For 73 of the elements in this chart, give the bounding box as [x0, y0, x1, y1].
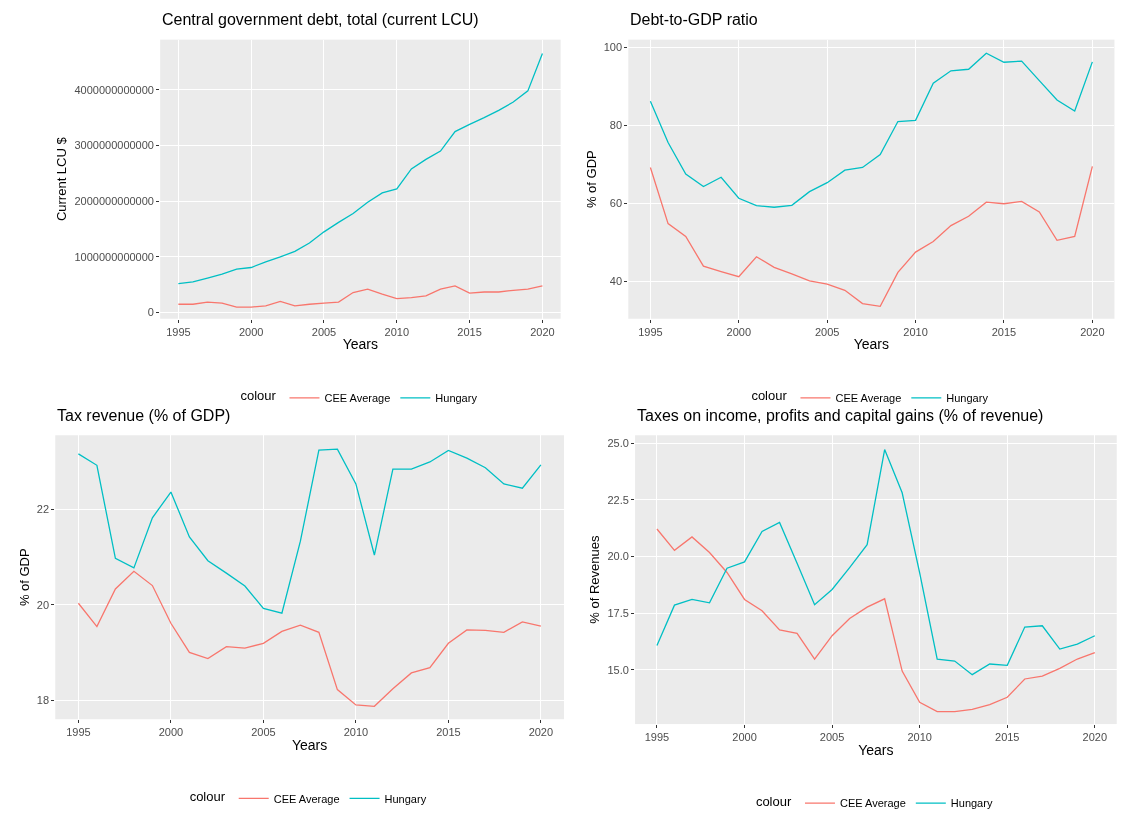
x-tick-label: 1995: [638, 325, 663, 338]
x-tick-label: 2020: [530, 325, 555, 338]
y-axis-title: Current LCU $: [54, 136, 70, 222]
y-tick-label: 2000000000000: [74, 195, 154, 208]
x-tick-label: 2000: [158, 726, 184, 739]
x-tick-label: 2020: [1082, 731, 1108, 744]
x-tick-label: 2010: [903, 325, 928, 338]
x-tick-label: 1995: [644, 731, 670, 744]
chart-title: Central government debt, total (current LCU): [162, 11, 479, 28]
x-tick-label: 2000: [732, 731, 757, 744]
y-tick-label: 22: [36, 503, 50, 516]
legend-label: CEE Average: [324, 392, 391, 405]
x-tick-label: 2000: [238, 325, 264, 338]
legend-label: CEE Average: [839, 797, 906, 810]
x-tick-label: 1995: [66, 726, 91, 739]
x-axis-title: Years: [291, 736, 328, 753]
legend-label: CEE Average: [835, 392, 902, 405]
x-axis-title: Years: [858, 741, 894, 758]
x-tick-label: 1995: [166, 325, 191, 338]
x-tick-label: 2010: [343, 726, 369, 739]
x-tick-label: 2005: [311, 325, 337, 338]
legend-title: colour: [240, 388, 277, 404]
x-axis-title: Years: [853, 336, 890, 353]
line-series: [649, 52, 1094, 208]
x-tick-label: 2015: [991, 325, 1017, 338]
y-tick-label: 80: [609, 119, 623, 132]
y-tick-label: 4000000000000: [74, 83, 154, 96]
y-tick-label: 22.5: [607, 493, 629, 506]
y-tick-label: 20.0: [607, 550, 629, 563]
y-tick-label: 18: [36, 693, 50, 706]
legend-label: Hungary: [384, 792, 427, 805]
y-tick-label: 25.0: [607, 437, 629, 450]
line-series: [177, 285, 544, 308]
line-series: [649, 165, 1094, 307]
line-series: [656, 528, 1096, 713]
y-tick-label: 0: [147, 306, 154, 319]
y-tick-label: 40: [609, 275, 623, 288]
y-axis-title: % of Revenues: [587, 535, 603, 624]
x-tick-label: 2010: [384, 325, 410, 338]
y-tick-label: 17.5: [607, 606, 629, 619]
legend-label: Hungary: [946, 392, 989, 405]
y-tick-label: 3000000000000: [74, 139, 154, 152]
x-tick-label: 2020: [1080, 325, 1105, 338]
legend-label: Hungary: [950, 797, 993, 810]
x-tick-label: 2015: [436, 726, 461, 739]
chart-title: Tax revenue (% of GDP): [57, 407, 231, 424]
y-axis-title: % of GDP: [16, 548, 32, 607]
legend-label: Hungary: [435, 392, 478, 405]
x-tick-label: 2005: [251, 726, 276, 739]
chart-title: Taxes on income, profits and capital gains (% of revenue): [637, 407, 1044, 424]
line-series: [77, 570, 542, 707]
legend-title: colour: [189, 788, 226, 804]
legend-title: colour: [755, 793, 792, 809]
x-tick-label: 2010: [907, 731, 932, 744]
line-series: [77, 448, 542, 614]
x-tick-label: 2015: [995, 731, 1020, 744]
x-tick-label: 2005: [814, 325, 840, 338]
x-tick-label: 2020: [528, 726, 554, 739]
x-tick-label: 2005: [819, 731, 845, 744]
x-tick-label: 2000: [726, 325, 752, 338]
line-series: [177, 52, 544, 285]
x-axis-title: Years: [342, 336, 379, 353]
y-tick-label: 100: [603, 41, 623, 54]
y-axis-title: % of GDP: [583, 150, 599, 209]
y-tick-label: 1000000000000: [74, 250, 154, 263]
line-series: [656, 448, 1096, 676]
y-tick-label: 15.0: [607, 663, 629, 676]
legend-title: colour: [751, 388, 788, 404]
legend-label: CEE Average: [273, 792, 340, 805]
x-tick-label: 2015: [457, 325, 482, 338]
chart-title: Debt-to-GDP ratio: [630, 11, 758, 28]
y-tick-label: 60: [609, 197, 623, 210]
y-tick-label: 20: [36, 598, 50, 611]
